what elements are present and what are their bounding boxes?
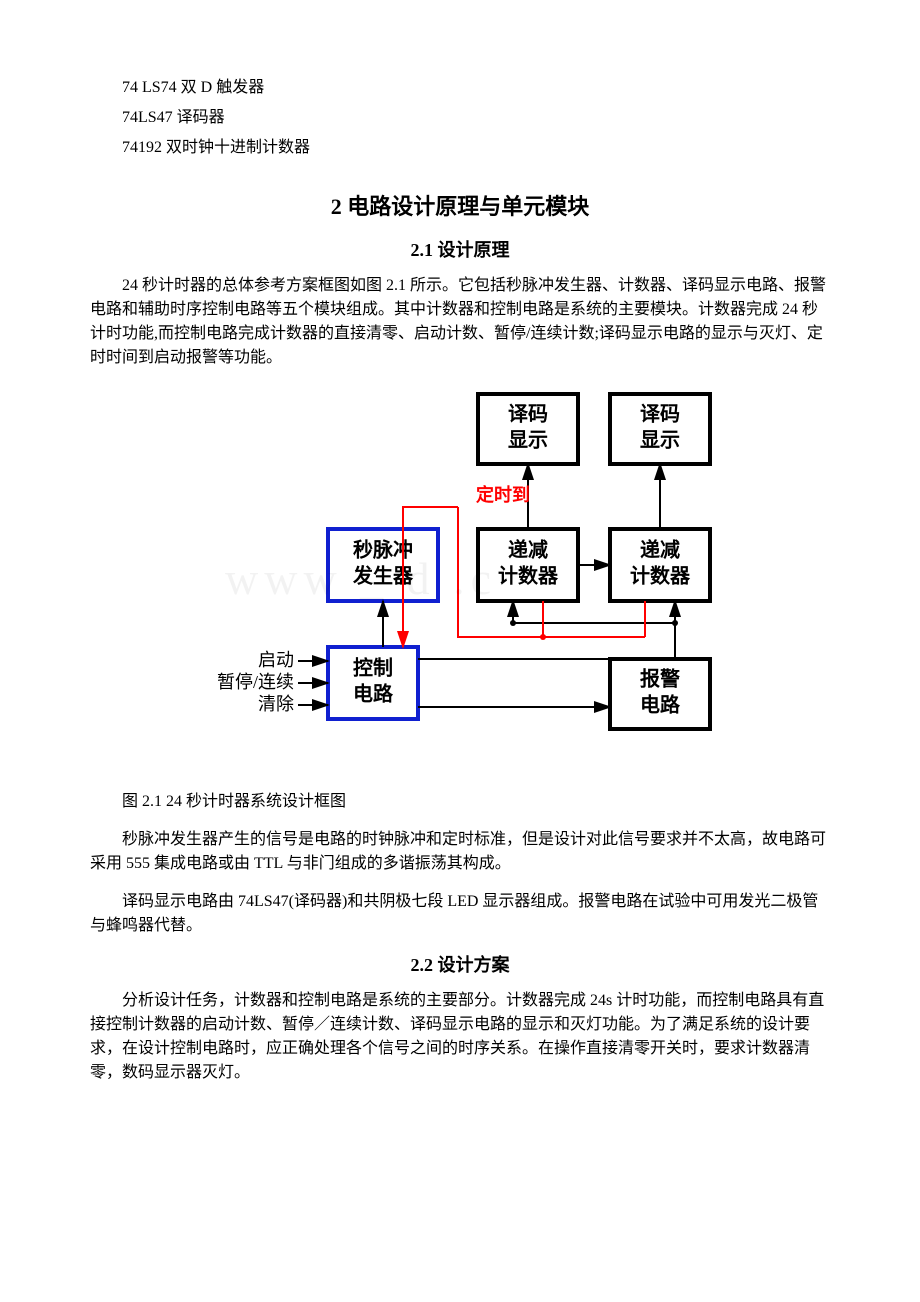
svg-text:显示: 显示 [640,430,680,452]
figure-caption: 图 2.1 24 秒计时器系统设计框图 [90,790,830,814]
section-title: 2.1 设计原理 [90,237,830,264]
component-item: 74192 双时钟十进制计数器 [90,136,830,160]
svg-text:计数器: 计数器 [630,564,691,588]
chapter-title: 2 电路设计原理与单元模块 [90,190,830,223]
svg-text:暂停/连续: 暂停/连续 [217,672,294,692]
svg-text:计数器: 计数器 [498,564,559,588]
svg-text:定时到: 定时到 [476,484,530,505]
svg-text:发生器: 发生器 [352,564,414,588]
svg-text:译码: 译码 [640,403,680,426]
svg-text:递减: 递减 [508,538,548,562]
block-diagram: www _ d .c 译码显示译码显示秒脉冲发生器递减计数器递减计数器控制电路报… [180,384,740,772]
section-title: 2.2 设计方案 [90,952,830,979]
svg-text:显示: 显示 [508,430,548,452]
paragraph: 秒脉冲发生器产生的信号是电路的时钟脉冲和定时标准，但是设计对此信号要求并不太高，… [90,828,830,876]
svg-text:启动: 启动 [258,650,294,670]
svg-text:译码: 译码 [508,403,548,426]
paragraph: 译码显示电路由 74LS47(译码器)和共阴极七段 LED 显示器组成。报警电路… [90,890,830,938]
component-item: 74 LS74 双 D 触发器 [90,76,830,100]
svg-text:报警: 报警 [640,667,680,691]
svg-text:控制: 控制 [353,656,393,680]
paragraph: 24 秒计时器的总体参考方案框图如图 2.1 所示。它包括秒脉冲发生器、计数器、… [90,274,830,370]
svg-text:电路: 电路 [640,693,681,717]
paragraph: 分析设计任务，计数器和控制电路是系统的主要部分。计数器完成 24s 计时功能，而… [90,989,830,1085]
svg-text:电路: 电路 [353,682,394,706]
svg-text:清除: 清除 [258,694,294,714]
component-item: 74LS47 译码器 [90,106,830,130]
svg-text:递减: 递减 [640,538,680,562]
